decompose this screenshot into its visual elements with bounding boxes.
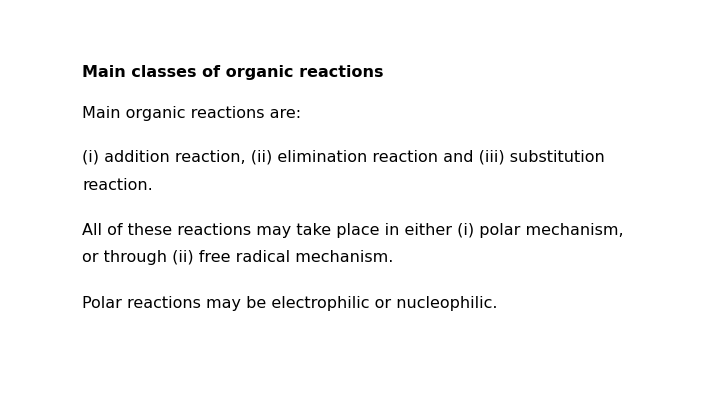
- Text: reaction.: reaction.: [82, 177, 153, 193]
- Text: or through (ii) free radical mechanism.: or through (ii) free radical mechanism.: [82, 250, 393, 266]
- Text: (i) addition reaction, (ii) elimination reaction and (iii) substitution: (i) addition reaction, (ii) elimination …: [82, 149, 605, 165]
- Text: All of these reactions may take place in either (i) polar mechanism,: All of these reactions may take place in…: [82, 222, 624, 238]
- Text: Main organic reactions are:: Main organic reactions are:: [82, 106, 301, 121]
- Text: Main classes of organic reactions: Main classes of organic reactions: [82, 65, 384, 81]
- Text: Polar reactions may be electrophilic or nucleophilic.: Polar reactions may be electrophilic or …: [82, 296, 498, 311]
